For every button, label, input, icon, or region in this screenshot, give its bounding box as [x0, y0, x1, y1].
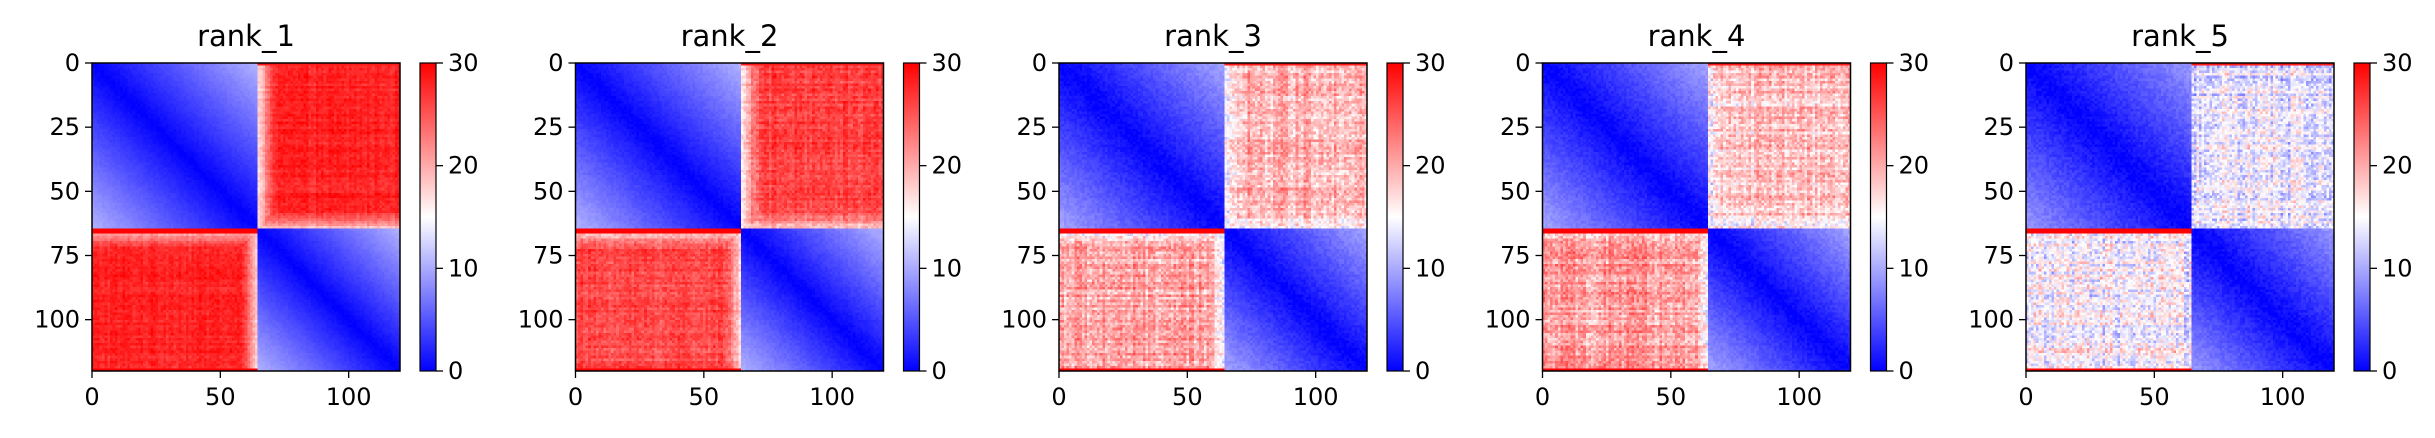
x-tick-label: 0: [1535, 383, 1550, 411]
colorbar-tick-label: 30: [1415, 49, 1446, 77]
y-tick-label: 0: [1515, 49, 1530, 77]
y-tick-label: 50: [1016, 177, 1047, 205]
x-tick-label: 0: [2018, 383, 2033, 411]
x-tick-label: 50: [689, 383, 720, 411]
y-tick-label: 25: [533, 113, 564, 141]
colorbar: [1386, 62, 1404, 372]
colorbar-tick-label: 0: [932, 357, 947, 385]
colorbar-tick-label: 30: [932, 49, 963, 77]
colorbar-tick-label: 10: [1415, 254, 1446, 282]
colorbar-tick-label: 10: [1899, 254, 1930, 282]
colorbar-tick-label: 0: [1415, 357, 1430, 385]
heatmap-image: [575, 63, 884, 371]
x-tick-label: 50: [205, 383, 236, 411]
panel-title: rank_2: [681, 19, 779, 53]
y-tick-label: 75: [533, 242, 564, 270]
heatmap-frame: [2025, 62, 2335, 372]
panel-title: rank_5: [2131, 19, 2229, 53]
panel-title: rank_3: [1164, 19, 1262, 53]
y-tick-label: 25: [49, 113, 80, 141]
colorbar-tick-label: 30: [2382, 49, 2413, 77]
colorbar-tick-label: 20: [448, 152, 479, 180]
heatmap-image: [1059, 63, 1367, 371]
y-tick-label: 0: [1032, 49, 1047, 77]
colorbar-tick-label: 0: [1899, 357, 1914, 385]
y-tick-label: 75: [1016, 242, 1047, 270]
x-tick-label: 0: [568, 383, 583, 411]
panel-title: rank_4: [1648, 19, 1746, 53]
y-tick-label: 0: [548, 49, 563, 77]
y-tick-label: 25: [1500, 113, 1531, 141]
y-tick-label: 100: [34, 306, 80, 334]
colorbar: [1869, 62, 1888, 372]
heatmap-panel: rank_4 0 50 100 0 25 50 75 100 0 10 20 30: [1485, 19, 1929, 411]
x-tick-label: 100: [809, 383, 855, 411]
colorbar: [2353, 62, 2371, 372]
y-tick-label: 50: [49, 177, 80, 205]
heatmap-frame: [91, 62, 401, 372]
x-tick-label: 50: [2139, 383, 2170, 411]
x-tick-label: 0: [1051, 383, 1066, 411]
colorbar-tick-label: 20: [1899, 152, 1930, 180]
colorbar-tick-label: 30: [448, 49, 479, 77]
heatmap-image: [1542, 63, 1851, 371]
colorbar: [902, 62, 921, 372]
colorbar-tick-label: 10: [932, 254, 963, 282]
panel-title: rank_1: [197, 19, 295, 53]
y-tick-label: 0: [1999, 49, 2014, 77]
y-tick-label: 25: [1016, 113, 1047, 141]
y-tick-label: 0: [65, 49, 80, 77]
heatmap-frame: [574, 62, 885, 372]
y-tick-label: 25: [1983, 113, 2014, 141]
colorbar-tick-label: 10: [448, 254, 479, 282]
y-tick-label: 100: [518, 306, 564, 334]
heatmap-panel: rank_3 0 50 100 0 25 50 75 100 0 10 20 30: [1001, 19, 1445, 411]
colorbar-tick-label: 20: [932, 152, 963, 180]
y-tick-label: 75: [1983, 242, 2014, 270]
x-tick-label: 0: [84, 383, 99, 411]
colorbar-tick-label: 0: [448, 357, 463, 385]
heatmap-frame: [1541, 62, 1852, 372]
heatmap-panel: rank_1 0 50 100 0 25 50 75 100 0 10 20 30: [34, 19, 478, 411]
y-tick-label: 75: [1500, 242, 1531, 270]
colorbar-tick-label: 20: [2382, 152, 2413, 180]
colorbar-tick-label: 30: [1899, 49, 1930, 77]
y-tick-label: 50: [1500, 177, 1531, 205]
y-tick-label: 75: [49, 242, 80, 270]
colorbar-tick-label: 10: [2382, 254, 2413, 282]
x-tick-label: 50: [1656, 383, 1687, 411]
x-tick-label: 100: [2260, 383, 2306, 411]
x-tick-label: 100: [1293, 383, 1339, 411]
x-tick-label: 100: [1776, 383, 1822, 411]
heatmap-image: [2026, 63, 2334, 371]
colorbar: [419, 62, 437, 372]
y-tick-label: 100: [1001, 306, 1047, 334]
y-tick-label: 100: [1968, 306, 2014, 334]
x-tick-label: 50: [1172, 383, 1203, 411]
y-tick-label: 100: [1485, 306, 1531, 334]
heatmap-frame: [1058, 62, 1368, 372]
heatmap-image: [92, 63, 400, 371]
heatmap-panel: rank_5 0 50 100 0 25 50 75 100 0 10 20 30: [1968, 19, 2412, 411]
y-tick-label: 50: [533, 177, 564, 205]
heatmap-panel: rank_2 0 50 100 0 25 50 75 100 0 10 20 30: [518, 19, 962, 411]
y-tick-label: 50: [1983, 177, 2014, 205]
colorbar-tick-label: 20: [1415, 152, 1446, 180]
x-tick-label: 100: [326, 383, 372, 411]
colorbar-tick-label: 0: [2382, 357, 2397, 385]
